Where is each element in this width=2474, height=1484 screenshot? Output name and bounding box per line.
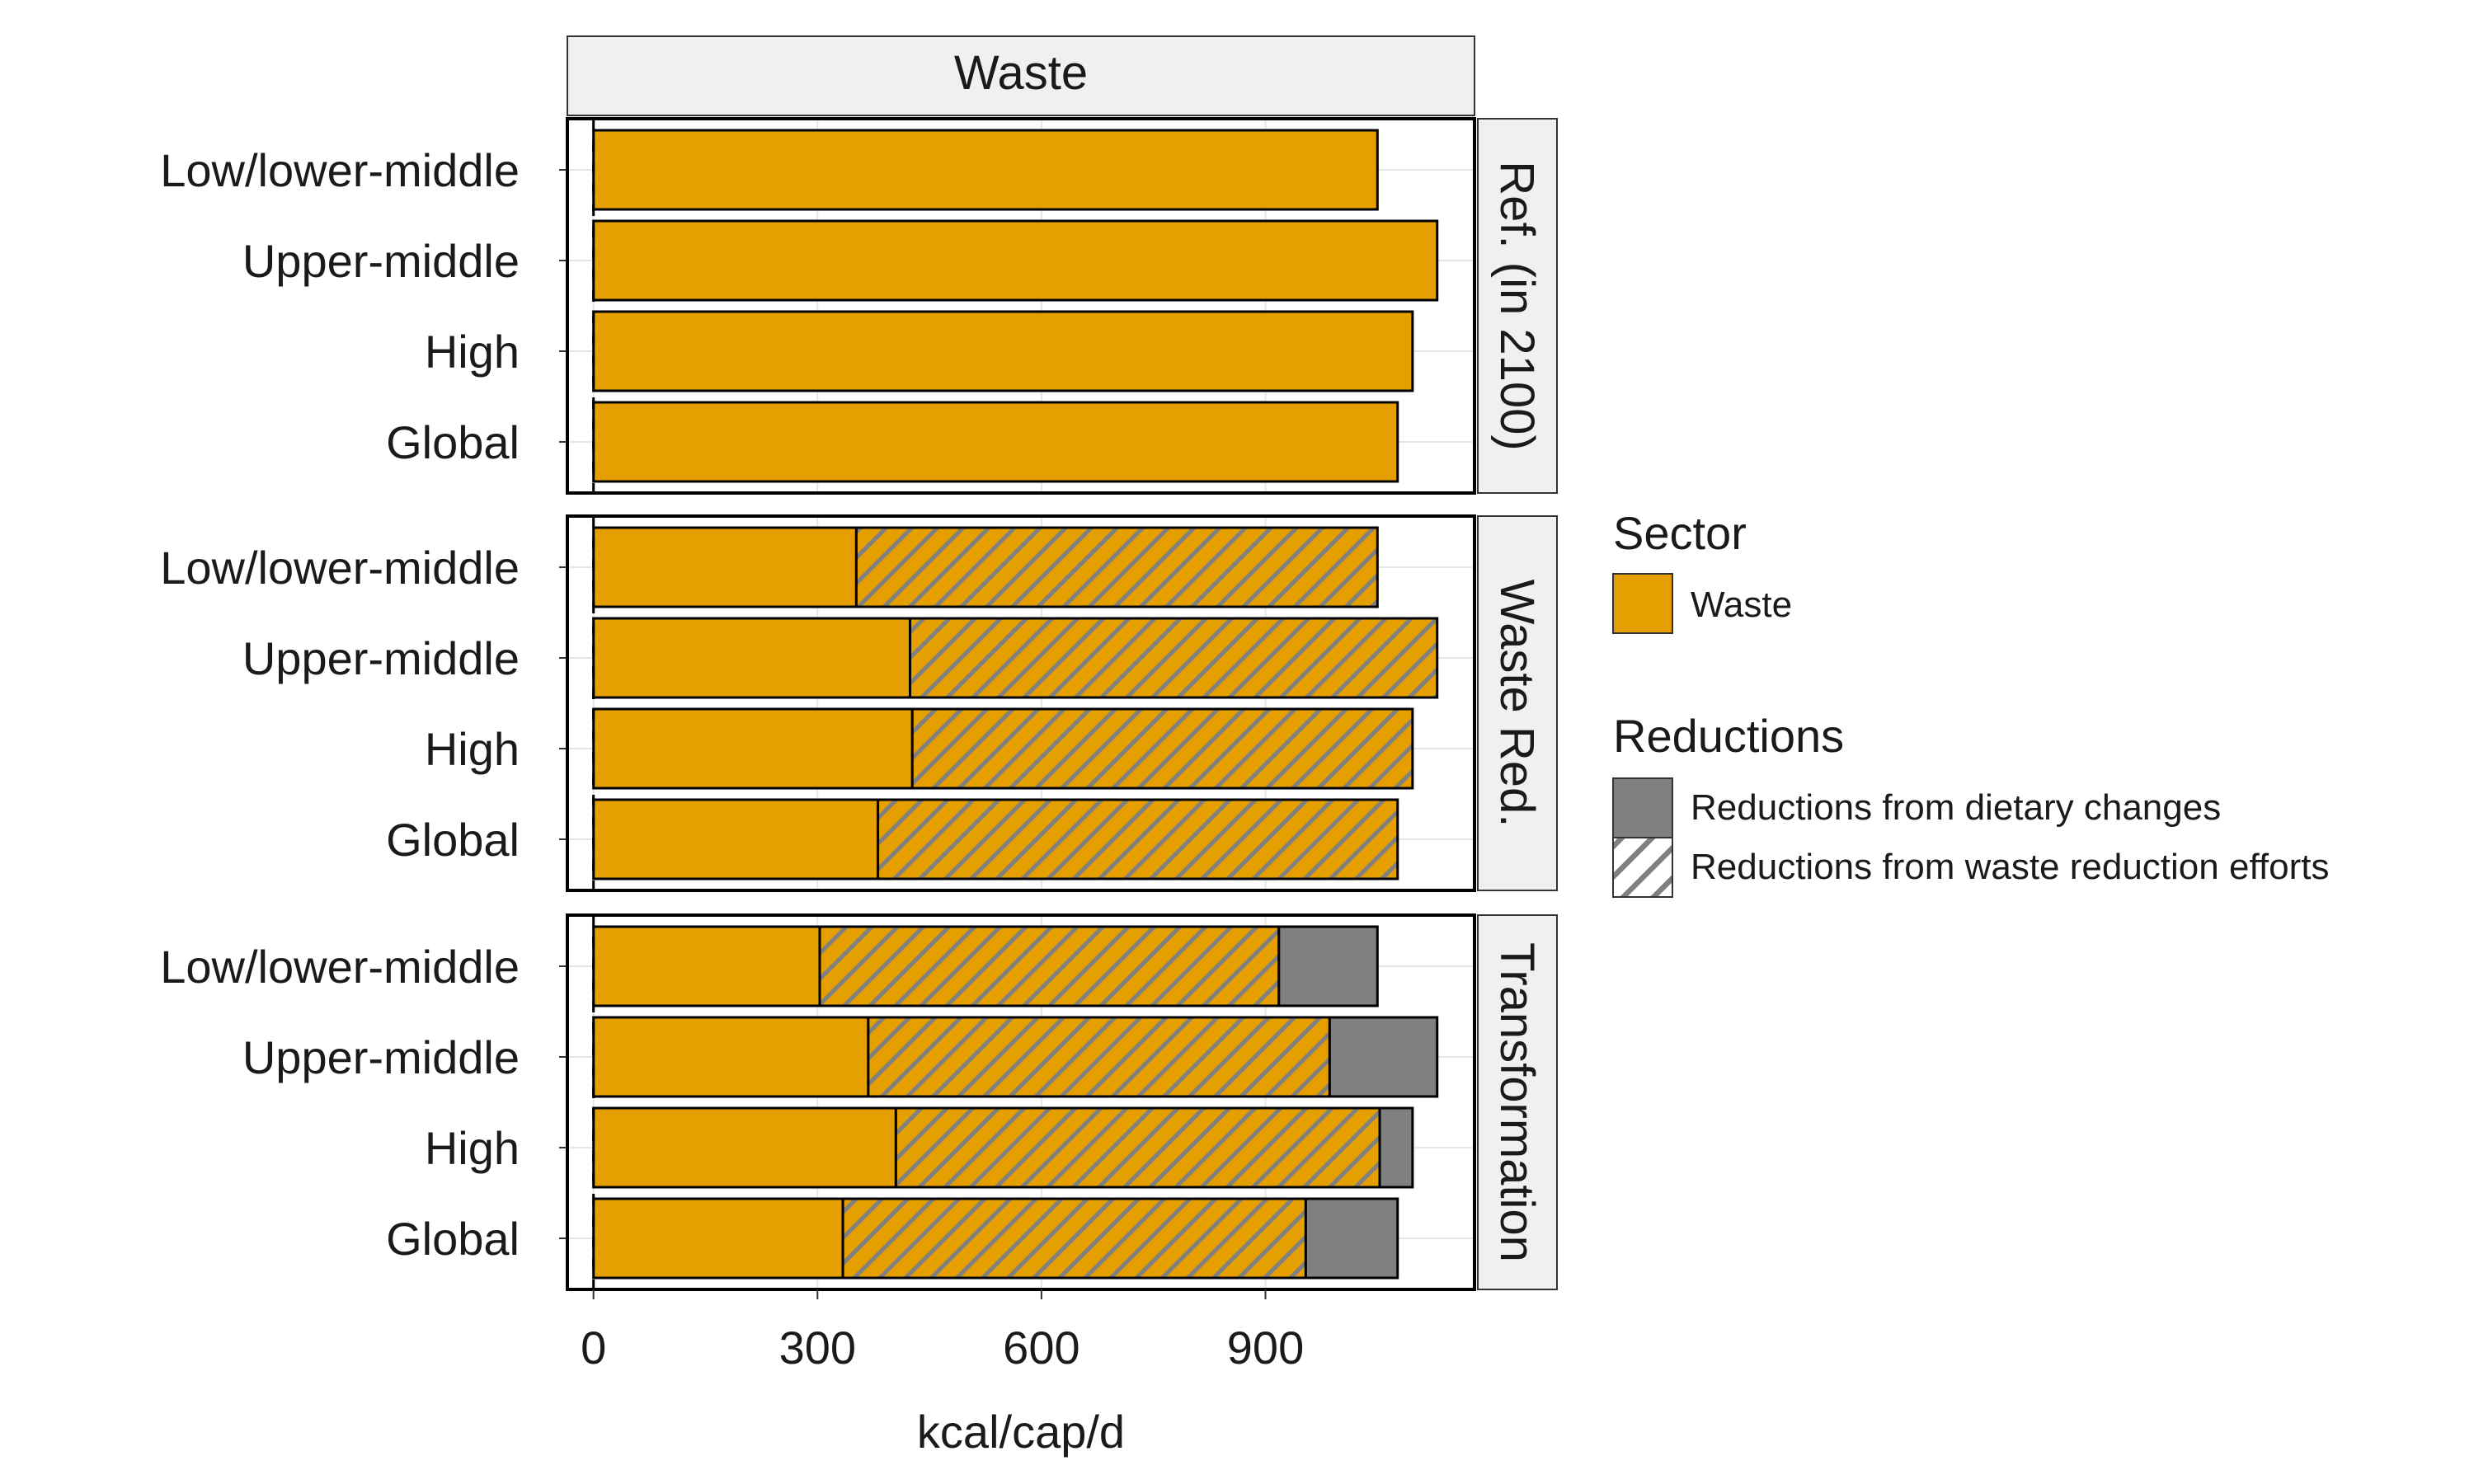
- bar-segment-dietary-reduction: [1304, 1197, 1399, 1280]
- bar-segment-waste-reduction: [841, 1197, 1307, 1280]
- y-tick-label: Upper-middle: [242, 235, 520, 287]
- legend-swatch-dietary: [1612, 777, 1673, 838]
- column-strip: Waste: [567, 35, 1475, 116]
- bar-segment-waste: [592, 617, 912, 699]
- legend-swatch-hatch: [1612, 837, 1673, 898]
- bar-segment-dietary-reduction: [1328, 1016, 1439, 1098]
- x-tick-label: 900: [1227, 1322, 1304, 1374]
- x-tick-label: 300: [779, 1322, 856, 1374]
- y-tick-label: Global: [386, 1213, 520, 1265]
- row-strip-label: Ref. (in 2100): [1490, 161, 1544, 450]
- x-tick-label: 600: [1003, 1322, 1079, 1374]
- legend-title-reductions: Reductions: [1613, 710, 1844, 762]
- bar-segment-waste: [592, 129, 1379, 211]
- y-tick-label: High: [425, 326, 520, 378]
- y-tick-label: Upper-middle: [242, 1031, 520, 1083]
- panel-1: Low/lower-middle Upper-middle High Global Re…: [160, 117, 1558, 495]
- y-tick-label: Low/lower-middle: [160, 542, 520, 594]
- row-strip-label: Transformation: [1490, 942, 1544, 1262]
- bar-segment-waste-reduction: [854, 526, 1379, 608]
- bar-segment-waste-reduction: [909, 617, 1439, 699]
- y-tick-label: High: [425, 1122, 520, 1174]
- bar-segment-waste: [592, 798, 880, 881]
- bar-segment-waste: [592, 1197, 844, 1280]
- row-strip: [1477, 515, 1558, 891]
- legend-label-dietary: Reductions from dietary changes: [1691, 787, 2221, 828]
- row-strip-label: Waste Red.: [1490, 580, 1544, 828]
- column-strip-label: Waste: [954, 46, 1088, 100]
- panel-border: [566, 913, 1476, 1291]
- panel-3: Low/lower-middle Upper-middle High Global Tr…: [160, 913, 1558, 1291]
- legend-label-waste: Waste: [1691, 585, 1792, 625]
- bar-segment-waste-reduction: [894, 1106, 1381, 1189]
- bar-segment-waste: [592, 925, 821, 1007]
- bar-segment-dietary-reduction: [1378, 1106, 1414, 1189]
- legend: Sector Waste Reductions Reductions from …: [1612, 507, 2329, 898]
- x-tick-label: 0: [581, 1322, 606, 1374]
- row-strip: [1477, 914, 1558, 1290]
- bar-segment-waste-reduction: [910, 707, 1414, 790]
- bar-segment-waste: [592, 526, 858, 608]
- bar-segment-waste: [592, 401, 1399, 483]
- panels: Low/lower-middle Upper-middle High Global Re…: [160, 117, 1558, 1291]
- y-tick-label: Low/lower-middle: [160, 941, 520, 993]
- y-tick-label: Global: [386, 814, 520, 866]
- bar-segment-waste: [592, 1016, 870, 1098]
- legend-swatch-waste: [1612, 573, 1673, 634]
- legend-label-hatch: Reductions from waste reduction efforts: [1691, 847, 2329, 887]
- bar-segment-waste: [592, 1106, 897, 1189]
- bar-segment-waste: [592, 310, 1414, 392]
- panel-2: Low/lower-middle Upper-middle High Global Wa…: [160, 514, 1558, 892]
- y-tick-label: Upper-middle: [242, 632, 520, 684]
- bar-segment-dietary-reduction: [1277, 925, 1379, 1007]
- bar-segment-waste-reduction: [818, 925, 1281, 1007]
- x-axis: 0 300 600 900: [581, 1289, 1304, 1374]
- bar-segment-waste: [592, 707, 914, 790]
- legend-title-sector: Sector: [1613, 507, 1747, 559]
- column-strip-background: [567, 35, 1475, 116]
- bar-segment-waste: [592, 219, 1439, 302]
- y-tick-label: Global: [386, 416, 520, 468]
- x-axis-title: kcal/cap/d: [917, 1406, 1125, 1458]
- bar-segment-waste-reduction: [877, 798, 1399, 881]
- y-tick-label: Low/lower-middle: [160, 144, 520, 196]
- y-tick-label: High: [425, 723, 520, 775]
- bar-segment-waste-reduction: [867, 1016, 1331, 1098]
- panel-border: [566, 514, 1476, 892]
- row-strip: [1477, 118, 1558, 494]
- panel-border: [566, 117, 1476, 495]
